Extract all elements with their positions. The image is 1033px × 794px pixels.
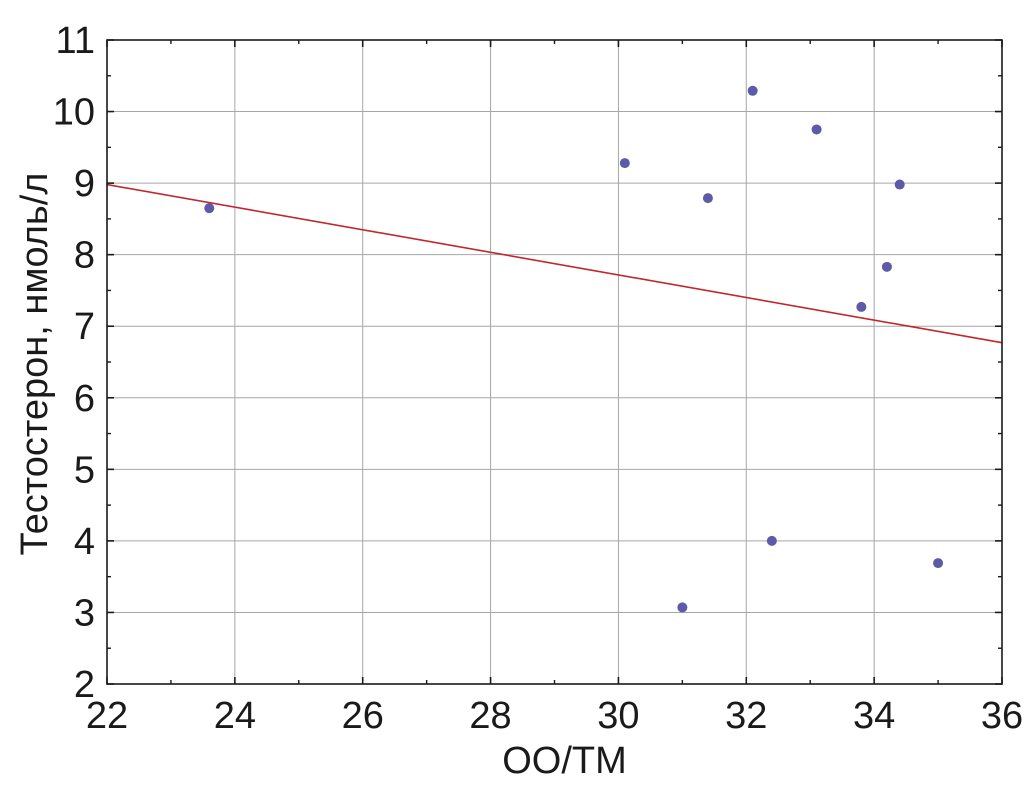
y-tick-label: 9 <box>74 163 95 205</box>
data-point <box>619 158 630 169</box>
data-point <box>856 301 867 312</box>
trend-line <box>106 183 1003 344</box>
x-tick-label: 26 <box>342 695 384 737</box>
y-axis-title: Тестостерон, нмоль/л <box>14 173 56 556</box>
data-point <box>766 535 777 546</box>
x-tick-labels: 22 24 26 28 30 32 34 36 <box>86 695 1023 737</box>
y-tick-label: 2 <box>74 664 95 706</box>
y-tick-label: 11 <box>56 20 95 62</box>
x-tick-label: 36 <box>981 695 1023 737</box>
y-tick-label: 5 <box>74 449 95 491</box>
x-tick-label: 32 <box>725 695 767 737</box>
data-point <box>747 85 758 96</box>
data-points <box>204 85 944 613</box>
data-point <box>881 261 892 272</box>
data-point <box>933 558 944 569</box>
data-point <box>811 124 822 135</box>
trend-line-group <box>106 183 1003 344</box>
grid-lines <box>107 40 1002 684</box>
plot-border <box>106 39 1003 685</box>
y-tick-label: 7 <box>74 306 95 348</box>
data-point <box>204 203 215 214</box>
y-tick-labels: 2 3 4 5 6 7 8 9 10 11 <box>53 20 95 706</box>
data-point <box>702 193 713 204</box>
x-tick-label: 34 <box>853 695 895 737</box>
x-tick-label: 28 <box>469 695 511 737</box>
y-tick-label: 4 <box>74 521 95 563</box>
y-tick-label: 6 <box>74 378 95 420</box>
x-tick-label: 30 <box>597 695 639 737</box>
data-point <box>677 602 688 613</box>
x-tick-label: 22 <box>86 695 128 737</box>
plot-frame <box>106 39 1003 685</box>
x-tick-label: 24 <box>214 695 256 737</box>
data-point <box>894 179 905 190</box>
y-tick-label: 10 <box>53 92 95 134</box>
y-tick-label: 8 <box>74 235 95 277</box>
x-axis-title: ОО/ТМ <box>502 740 627 782</box>
y-tick-label: 3 <box>74 592 95 634</box>
